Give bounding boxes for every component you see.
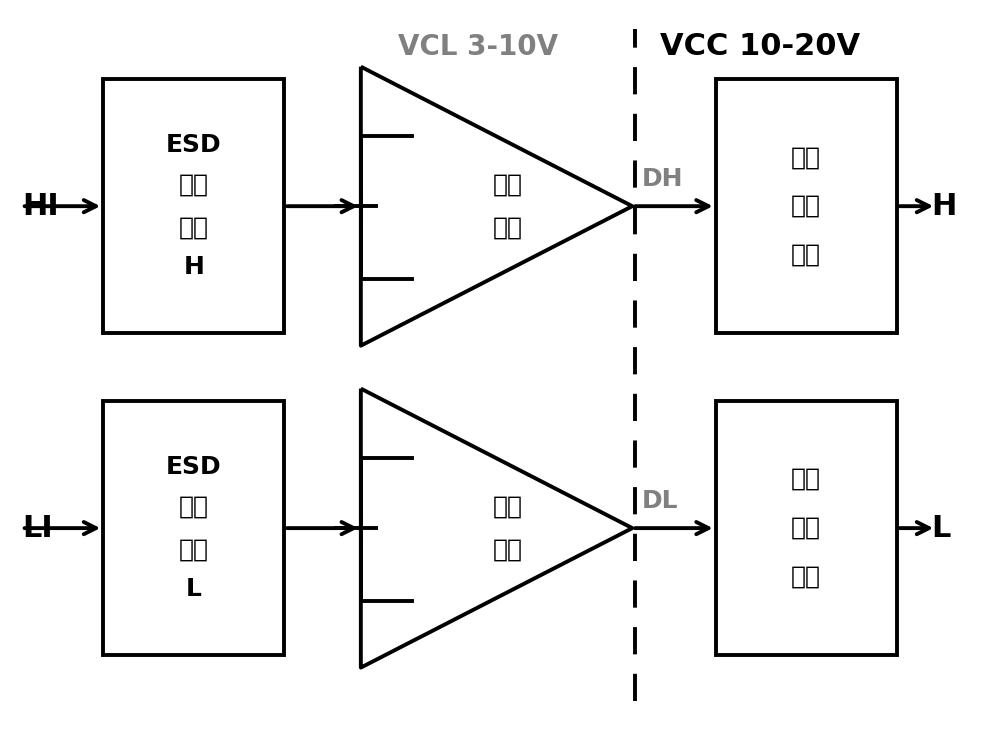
Text: L: L	[931, 514, 951, 542]
Text: 判别: 判别	[493, 537, 523, 561]
Text: 判别: 判别	[493, 215, 523, 239]
Text: 电平: 电平	[493, 495, 523, 518]
Text: 电平: 电平	[493, 173, 523, 196]
Text: 移位: 移位	[791, 564, 821, 588]
Text: H: H	[183, 255, 204, 279]
Bar	[103, 401, 284, 655]
Bar	[716, 79, 897, 333]
Bar	[103, 79, 284, 333]
Text: 中压: 中压	[791, 467, 821, 491]
Text: H: H	[931, 192, 957, 220]
Text: 保护: 保护	[179, 172, 209, 196]
Text: 电路: 电路	[179, 537, 209, 561]
Text: L: L	[186, 577, 202, 601]
Text: LI: LI	[22, 514, 53, 542]
Text: 中压: 中压	[791, 145, 821, 169]
Text: 电平: 电平	[791, 194, 821, 218]
Text: 电路: 电路	[179, 215, 209, 239]
Text: 保护: 保护	[179, 494, 209, 518]
Text: DL: DL	[642, 489, 679, 513]
Text: 移位: 移位	[791, 242, 821, 266]
Text: VCL 3-10V: VCL 3-10V	[398, 33, 559, 61]
Text: HI: HI	[22, 192, 59, 220]
Text: VCC 10-20V: VCC 10-20V	[660, 32, 860, 61]
Text: DH: DH	[642, 167, 684, 191]
Bar	[716, 401, 897, 655]
Text: ESD: ESD	[166, 455, 222, 479]
Text: ESD: ESD	[166, 133, 222, 157]
Text: 电平: 电平	[791, 516, 821, 539]
